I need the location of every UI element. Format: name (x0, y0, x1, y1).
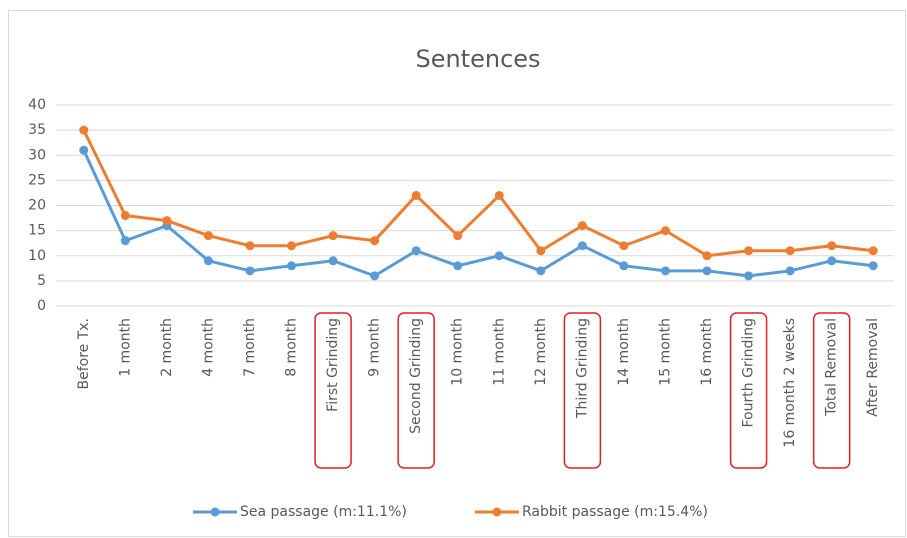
x-tick-label: Second Grinding (408, 318, 424, 434)
data-point (785, 266, 795, 276)
y-tick-label: 10 (28, 248, 46, 264)
x-tick-label: 16 month 2 weeks (782, 318, 798, 448)
data-point (245, 266, 255, 276)
data-point (162, 216, 172, 226)
x-tick-label: 9 month (367, 318, 383, 377)
data-point (328, 231, 338, 241)
data-point (287, 261, 297, 271)
data-point (453, 231, 463, 241)
legend-label: Rabbit passage (m:15.4%) (522, 504, 708, 520)
legend-marker (492, 507, 502, 517)
data-point (370, 236, 380, 246)
x-tick-label: 15 month (657, 318, 673, 386)
y-tick-label: 0 (37, 298, 46, 314)
x-tick-label: 10 month (450, 318, 466, 386)
x-tick-label: 12 month (533, 318, 549, 386)
x-tick-label: 16 month (699, 318, 715, 386)
data-point (827, 241, 837, 251)
data-point (120, 236, 130, 246)
x-tick-label: 2 month (159, 318, 175, 377)
x-tick-label: 11 month (491, 318, 507, 386)
data-point (744, 271, 754, 281)
data-point (453, 261, 463, 271)
y-tick-label: 15 (28, 223, 46, 239)
data-point (411, 246, 421, 256)
data-point (79, 125, 89, 135)
y-tick-label: 30 (28, 147, 46, 163)
x-tick-label: 4 month (200, 318, 216, 377)
y-tick-label: 25 (28, 172, 46, 188)
data-point (619, 241, 629, 251)
category-highlight (563, 312, 602, 469)
x-tick-label: 7 month (242, 318, 258, 377)
category-highlight (812, 312, 851, 469)
x-tick-label: 8 month (284, 318, 300, 377)
data-point (203, 256, 213, 266)
data-point (494, 190, 504, 200)
data-point (619, 261, 629, 271)
data-point (79, 145, 89, 155)
series-line (82, 129, 874, 258)
chart-title: Sentences (415, 45, 540, 73)
x-tick-label: Before Tx. (76, 318, 92, 390)
data-point (120, 211, 130, 221)
data-point (577, 221, 587, 231)
data-point (536, 246, 546, 256)
data-point (577, 241, 587, 251)
y-tick-label: 5 (37, 273, 46, 289)
data-point (868, 246, 878, 256)
data-point (328, 256, 338, 266)
x-tick-label: 14 month (616, 318, 632, 386)
data-point (245, 241, 255, 251)
legend-marker (210, 507, 220, 517)
data-point (203, 231, 213, 241)
data-point (702, 266, 712, 276)
data-point (660, 226, 670, 236)
y-tick-label: 40 (28, 97, 46, 113)
data-point (660, 266, 670, 276)
category-highlight (729, 312, 768, 469)
data-point (868, 261, 878, 271)
x-tick-label: Fourth Grinding (741, 318, 757, 427)
x-tick-label: Total Removal (824, 318, 840, 417)
data-point (494, 251, 504, 261)
category-highlight (314, 312, 352, 469)
x-tick-label: Third Grinding (574, 318, 590, 419)
data-point (536, 266, 546, 276)
legend-label: Sea passage (m:11.1%) (240, 504, 407, 520)
data-point (370, 271, 380, 281)
series-line (82, 149, 874, 278)
data-point (287, 241, 297, 251)
category-highlight (397, 312, 435, 469)
data-point (785, 246, 795, 256)
data-point (744, 246, 754, 256)
data-point (827, 256, 837, 266)
x-tick-label: First Grinding (325, 318, 341, 412)
x-tick-label: 1 month (117, 318, 133, 377)
y-tick-label: 35 (28, 122, 46, 138)
data-point (411, 190, 421, 200)
x-tick-label: After Removal (865, 318, 881, 417)
y-tick-label: 20 (28, 198, 46, 214)
data-point (702, 251, 712, 261)
